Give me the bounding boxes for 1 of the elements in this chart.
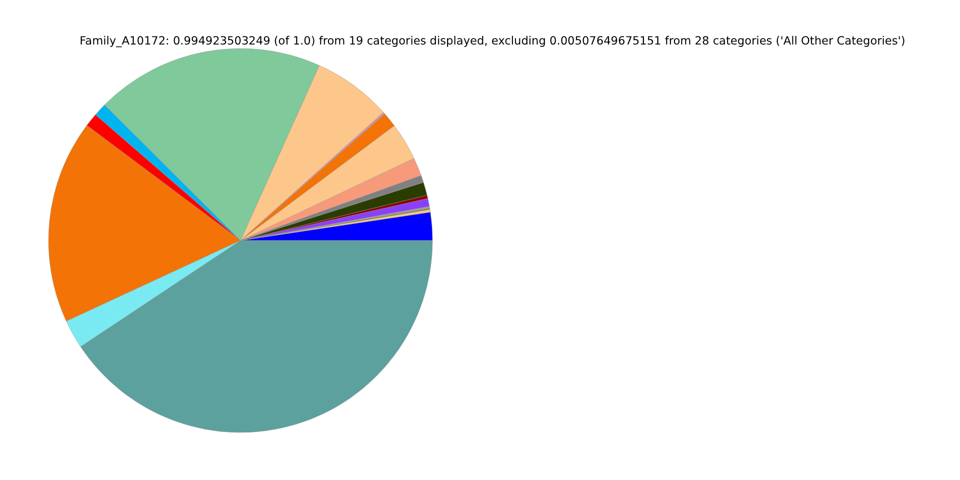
text: Family_A10172: 0.994923503249 (of 1.0) from 19 categories displayed, excluding 0.00507649675151 from 28 categories ('All Other Categories') xyxy=(80,34,906,48)
